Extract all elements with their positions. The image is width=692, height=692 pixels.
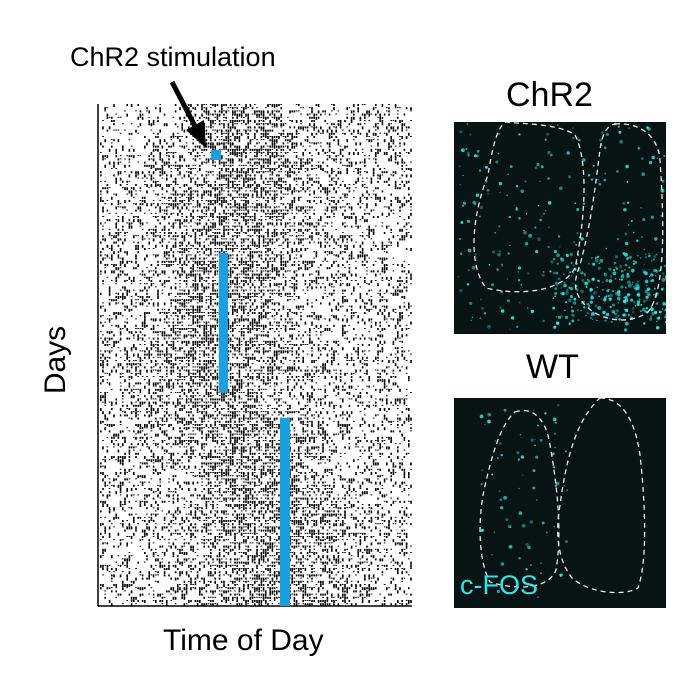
stimulation-bar-1 [211, 150, 221, 160]
cfos-stain-label: c-FOS [460, 570, 538, 600]
region-outline-right [574, 123, 664, 321]
panel-title-chr2: ChR2 [506, 76, 593, 114]
activity-marks [100, 104, 412, 607]
panel-title-wt: WT [526, 348, 579, 386]
cfos-signal-wt [479, 404, 569, 599]
region-outline-left [473, 122, 585, 293]
micrograph-chr2 [454, 122, 666, 334]
region-outline-right-wt [557, 398, 646, 594]
actogram [97, 104, 412, 607]
y-axis-label: Days [39, 325, 72, 395]
micrograph-wt [454, 398, 666, 608]
stimulation-bar-3 [280, 418, 290, 606]
stimulation-bar-2 [219, 253, 228, 393]
stimulation-arrow [169, 80, 206, 148]
stimulation-annotation: ChR2 stimulation [70, 42, 276, 72]
x-axis-label: Time of Day [163, 624, 324, 657]
region-outline-left-wt [479, 409, 560, 588]
cfos-signal-chr2 [457, 122, 666, 332]
